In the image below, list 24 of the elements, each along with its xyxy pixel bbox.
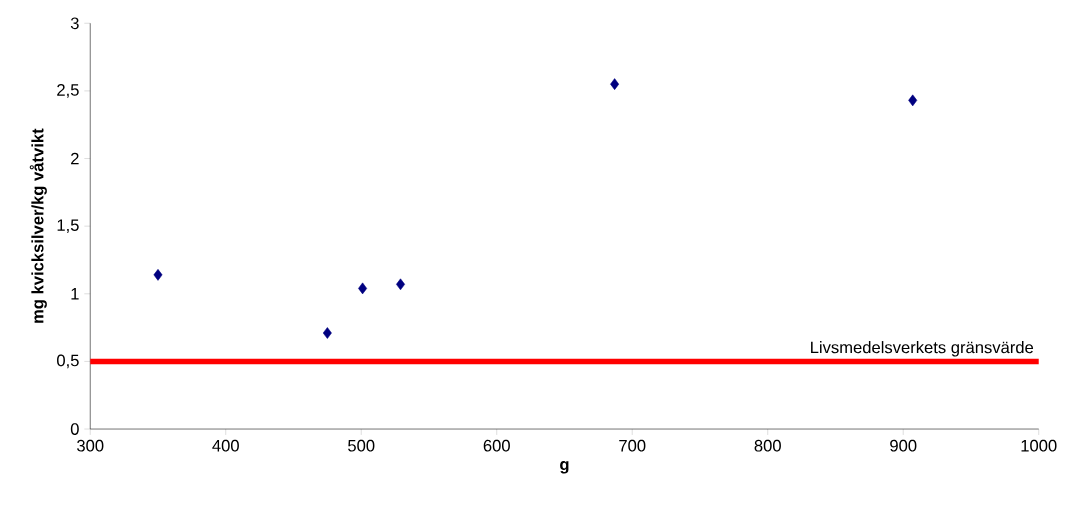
- x-tick-label: 400: [212, 439, 239, 452]
- x-tick-label: 600: [483, 439, 510, 452]
- y-tick-label: 1: [71, 287, 79, 300]
- point: [908, 94, 918, 107]
- x-tick-label: 800: [754, 439, 781, 452]
- y-axis-title: mg kvicksilver/kg våtvikt: [29, 128, 47, 323]
- x-tick-label: 300: [77, 439, 104, 452]
- y-tick-label: 3: [70, 17, 79, 29]
- point: [610, 78, 620, 90]
- point: [322, 327, 332, 339]
- x-tick-label: 700: [619, 439, 646, 452]
- y-tick-label: 0,5: [57, 354, 79, 369]
- point: [358, 282, 368, 295]
- y-tick-label: 1,5: [57, 219, 79, 233]
- ref-line-label: Livsmedelsverkets gränsvärde: [811, 340, 1034, 357]
- point: [153, 268, 163, 281]
- x-tick-label: 1000: [1021, 439, 1057, 452]
- y-tick-label: 0: [70, 423, 79, 435]
- y-tick-label: 2,5: [57, 83, 79, 98]
- y-tick-label: 2: [71, 152, 79, 165]
- x-axis-title: g: [560, 460, 569, 474]
- point: [396, 278, 405, 290]
- x-tick-label: 500: [348, 439, 375, 452]
- x-tick-label: 900: [890, 439, 917, 452]
